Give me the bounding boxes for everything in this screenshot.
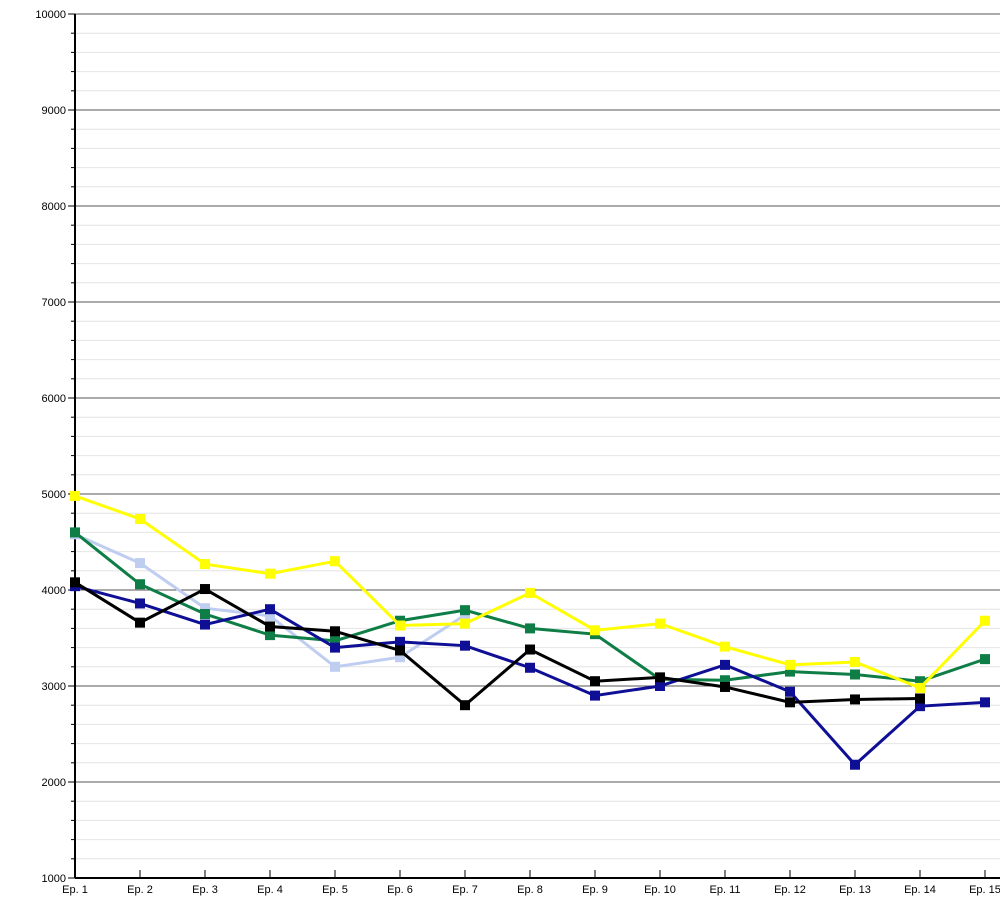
series-yellow-marker <box>70 490 80 501</box>
x-axis-label: Ep. 1 <box>62 884 88 896</box>
series-light-blue-marker <box>200 603 210 614</box>
series-navy-marker <box>525 662 535 673</box>
series-green-marker <box>525 623 535 634</box>
series-black-marker <box>850 694 860 705</box>
x-axis-label: Ep. 6 <box>387 884 413 896</box>
series-black-marker <box>460 700 470 711</box>
series-light-blue-marker <box>330 661 340 672</box>
x-axis-label: Ep. 3 <box>192 884 218 896</box>
series-green-marker <box>200 609 210 619</box>
series-yellow-marker <box>330 556 340 567</box>
series-navy-marker <box>915 701 925 712</box>
series-light-blue-marker <box>135 558 145 569</box>
series-black-marker <box>915 693 925 704</box>
x-axis-label: Ep. 10 <box>644 884 676 896</box>
series-yellow-marker <box>525 587 535 598</box>
series-navy-marker <box>395 636 405 647</box>
series-green-marker <box>265 630 275 641</box>
series-green-marker <box>915 676 925 687</box>
series-black-marker <box>70 577 80 588</box>
x-axis-label: Ep. 13 <box>839 884 871 896</box>
series-black-marker <box>265 621 275 632</box>
series-yellow-marker <box>200 559 210 570</box>
series-yellow-marker <box>460 618 470 629</box>
series-navy-marker <box>655 681 665 691</box>
x-axis-label: Ep. 11 <box>710 884 741 896</box>
y-axis-label: 6000 <box>42 393 66 405</box>
y-axis-label: 7000 <box>42 297 66 309</box>
series-black-marker <box>590 676 600 687</box>
series-yellow-marker <box>785 659 795 670</box>
y-axis-label: 9000 <box>42 105 66 117</box>
series-yellow-marker <box>135 513 145 524</box>
series-green-marker <box>70 527 80 538</box>
series-black-marker <box>135 617 145 628</box>
series-green-marker <box>720 675 730 686</box>
series-black-marker <box>720 681 730 692</box>
series-green-marker <box>980 654 990 665</box>
series-black-marker <box>330 626 340 637</box>
series-black-marker <box>785 697 795 708</box>
series-yellow-marker <box>980 615 990 626</box>
y-axis-label: 4000 <box>42 585 66 597</box>
x-axis-label: Ep. 15 <box>969 884 1000 896</box>
series-yellow-marker <box>915 682 925 693</box>
series-navy-marker <box>720 659 730 670</box>
series-navy-marker <box>460 640 470 651</box>
series-light-blue-marker <box>395 652 405 663</box>
series-navy-marker <box>980 697 990 708</box>
series-green-marker <box>850 669 860 680</box>
series-yellow-marker <box>655 618 665 629</box>
series-yellow-marker <box>850 657 860 667</box>
y-axis-label: 3000 <box>42 681 66 693</box>
series-navy-marker <box>785 686 795 697</box>
series-yellow-marker <box>265 568 275 579</box>
y-axis-label: 2000 <box>42 777 66 789</box>
series-navy-marker <box>135 598 145 609</box>
series-navy-marker <box>850 759 860 770</box>
series-green-marker <box>460 605 470 616</box>
series-green-line <box>74 531 986 683</box>
x-axis-label: Ep. 14 <box>904 884 936 896</box>
series-black-line <box>74 581 921 708</box>
y-axis-label: 10000 <box>35 9 66 21</box>
series-green-marker <box>135 579 145 590</box>
series-black-marker <box>200 584 210 595</box>
series-yellow-marker <box>720 641 730 652</box>
series-navy-marker <box>200 619 210 630</box>
series-black-marker <box>655 672 665 683</box>
y-axis-label: 5000 <box>42 489 66 501</box>
x-axis-label: Ep. 4 <box>257 884 283 896</box>
series-yellow-marker <box>590 625 600 636</box>
series-black-marker <box>525 644 535 655</box>
series-navy-marker <box>265 604 275 615</box>
series-black-marker <box>395 645 405 656</box>
series-green-marker <box>785 666 795 677</box>
x-axis-label: Ep. 7 <box>452 884 478 896</box>
x-axis-label: Ep. 8 <box>517 884 543 896</box>
x-axis-label: Ep. 2 <box>127 884 153 896</box>
series-yellow-marker <box>395 620 405 631</box>
x-axis-label: Ep. 5 <box>322 884 348 896</box>
y-axis-label: 8000 <box>42 201 66 213</box>
x-axis-label: Ep. 12 <box>774 884 806 896</box>
series-light-blue-marker <box>265 610 275 621</box>
x-axis-label: Ep. 9 <box>582 884 608 896</box>
series-green-marker <box>330 635 340 646</box>
series-navy-marker <box>330 642 340 653</box>
series-navy-marker <box>590 690 600 701</box>
y-axis-label: 1000 <box>42 873 66 885</box>
